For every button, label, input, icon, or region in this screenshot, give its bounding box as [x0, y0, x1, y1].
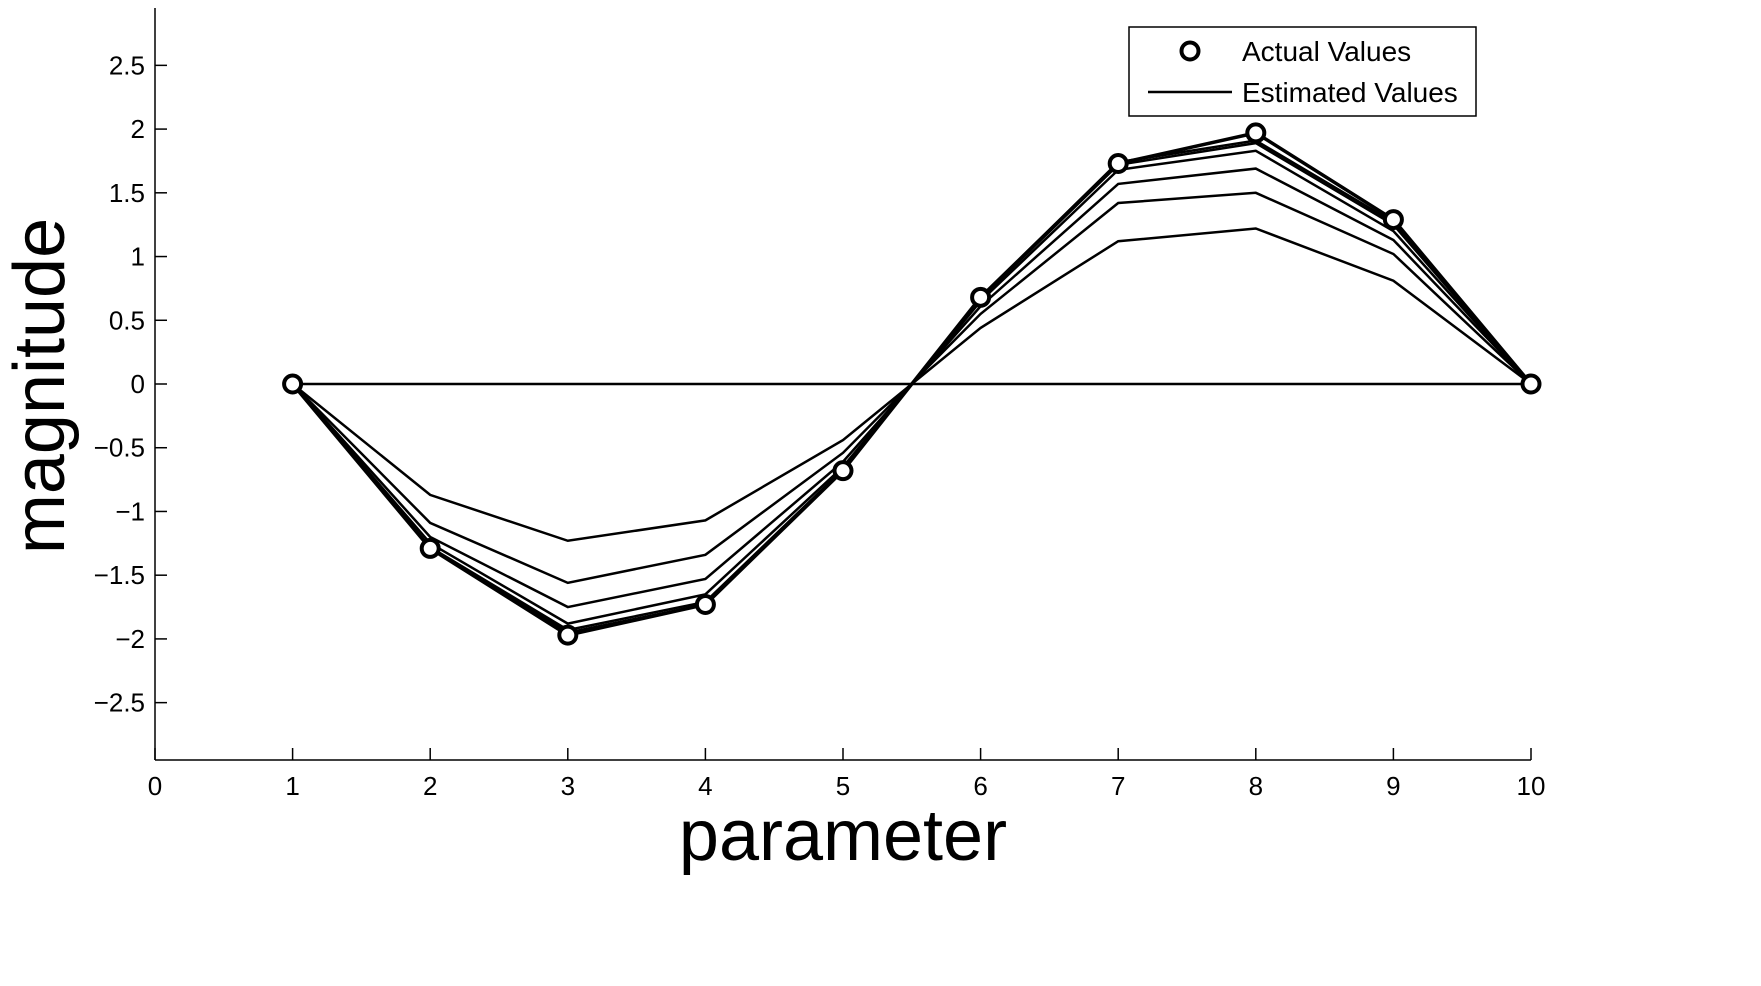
y-tick-label: −0.5 — [94, 433, 145, 463]
actual-value-point — [1107, 152, 1129, 174]
x-tick-label: 2 — [423, 771, 437, 801]
legend-marker-actual-values — [1179, 40, 1201, 62]
y-tick-label: 1.5 — [109, 178, 145, 208]
x-tick-label: 9 — [1386, 771, 1400, 801]
x-tick-label: 6 — [973, 771, 987, 801]
x-tick-label: 4 — [698, 771, 712, 801]
x-tick-label: 0 — [148, 771, 162, 801]
x-axis-title: parameter — [679, 796, 1007, 876]
x-tick-label: 1 — [285, 771, 299, 801]
actual-value-point — [557, 624, 579, 646]
estimated-values-line — [291, 167, 1532, 609]
y-tick-label: −1 — [115, 496, 145, 526]
actual-value-point — [282, 373, 304, 395]
y-ticks-group: −2.5 −2 −1.5 −1 −0.5 0 0.5 1 1.5 2 2.5 — [94, 50, 167, 718]
actual-markers-group — [282, 122, 1542, 646]
actual-value-point — [1382, 209, 1404, 231]
x-tick-label: 5 — [836, 771, 850, 801]
x-tick-label: 10 — [1517, 771, 1546, 801]
actual-value-point — [694, 594, 716, 616]
actual-values-line — [291, 131, 1533, 637]
y-tick-label: 2 — [131, 114, 145, 144]
actual-value-point — [419, 537, 441, 559]
y-tick-label: 2.5 — [109, 50, 145, 80]
legend-label-estimated-values: Estimated Values — [1242, 77, 1458, 108]
y-tick-label: −2.5 — [94, 688, 145, 718]
y-tick-label: −2 — [115, 624, 145, 654]
y-tick-label: 1 — [131, 242, 145, 272]
actual-value-point — [970, 286, 992, 308]
actual-value-point — [832, 460, 854, 482]
actual-value-point — [1520, 373, 1542, 395]
y-tick-label: 0 — [131, 369, 145, 399]
legend: Actual Values Estimated Values — [1128, 26, 1477, 117]
legend-label-actual-values: Actual Values — [1242, 36, 1411, 67]
x-ticks-group: 0 1 2 3 4 5 6 7 8 9 10 — [148, 748, 1546, 801]
x-tick-label: 8 — [1249, 771, 1263, 801]
y-axis-title: magnitude — [0, 218, 80, 554]
y-tick-label: 0.5 — [109, 305, 145, 335]
estimated-values-line — [291, 191, 1532, 585]
x-tick-label: 7 — [1111, 771, 1125, 801]
x-tick-label: 3 — [561, 771, 575, 801]
actual-value-point — [1245, 122, 1267, 144]
y-tick-label: −1.5 — [94, 560, 145, 590]
estimated-values-line — [291, 149, 1532, 625]
